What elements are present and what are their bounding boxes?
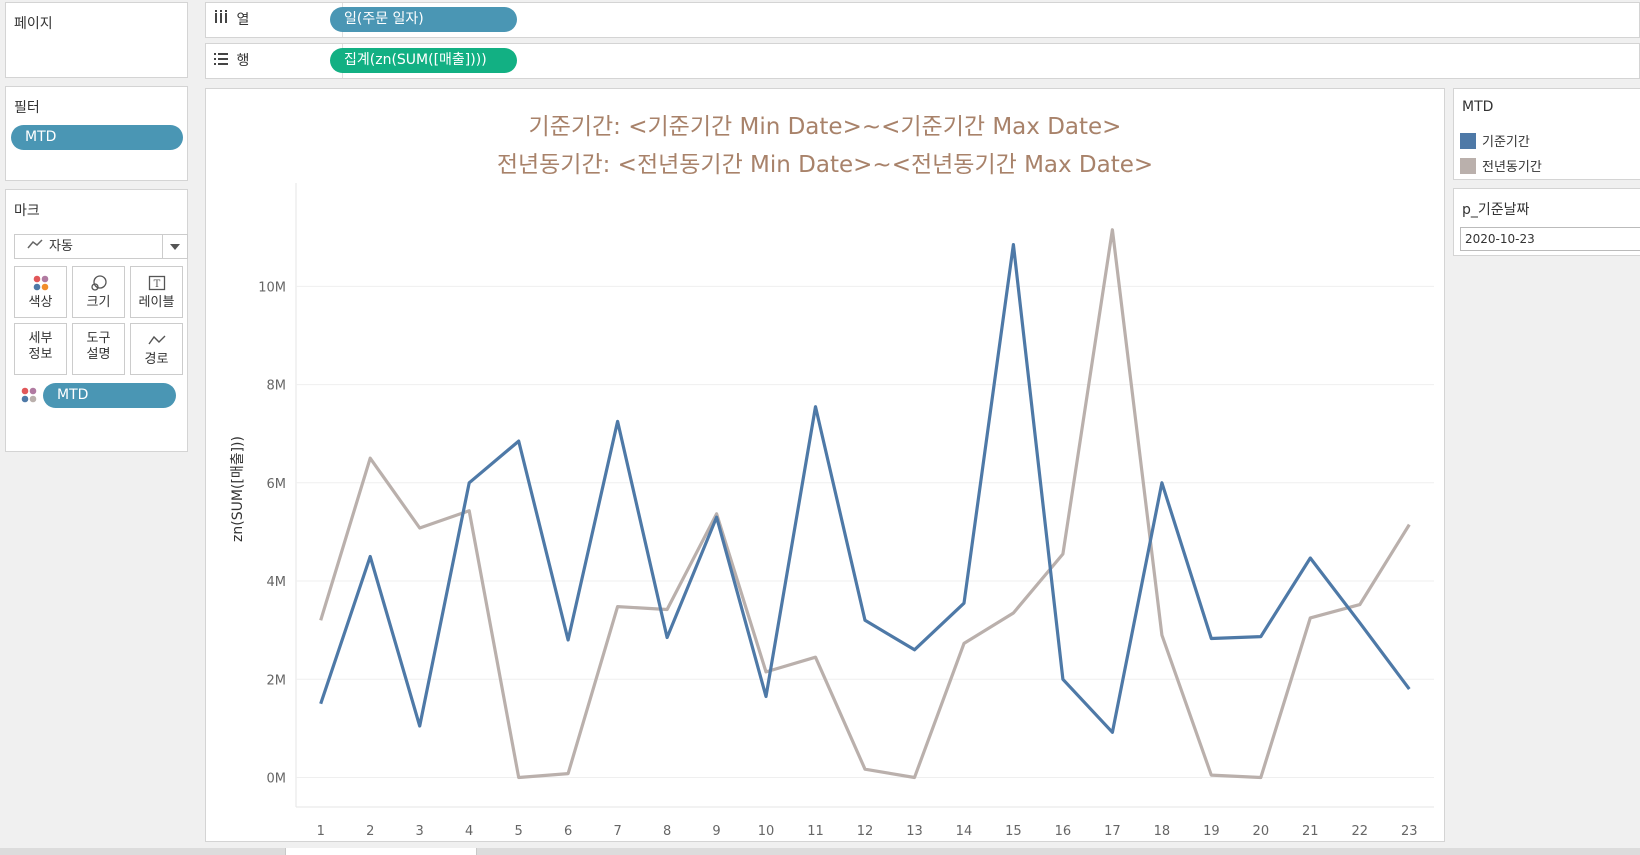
- legend-title: MTD: [1462, 99, 1494, 115]
- mark-type-label: 자동: [49, 239, 73, 254]
- y-axis-label: zn(SUM([매출])): [230, 436, 246, 542]
- legend-panel[interactable]: MTD 기준기간 전년동기간: [1453, 88, 1640, 180]
- x-tick-label: 4: [465, 824, 473, 839]
- sheet-tab-bar[interactable]: [0, 848, 1640, 855]
- x-tick-label: 8: [663, 824, 671, 839]
- x-tick-label: 1: [317, 824, 325, 839]
- x-tick-label: 20: [1253, 824, 1270, 839]
- series-line-prior[interactable]: [319, 228, 1411, 780]
- legend-label-current: 기준기간: [1482, 135, 1530, 150]
- filter-pill-mtd[interactable]: MTD: [11, 125, 183, 150]
- x-tick-label: 2: [366, 824, 374, 839]
- x-tick-label: 21: [1302, 824, 1319, 839]
- path-icon: [131, 328, 182, 352]
- sheet-tab-active[interactable]: [285, 848, 477, 855]
- x-tick-label: 7: [613, 824, 621, 839]
- label-button-label: 레이블: [138, 295, 175, 310]
- chevron-down-icon[interactable]: [162, 235, 187, 258]
- parameter-date-input[interactable]: 2020-10-23: [1460, 227, 1640, 251]
- x-tick-label: 6: [564, 824, 572, 839]
- chart-subtitle: 전년동기간: <전년동기간 Min Date>~<전년동기간 Max Date>: [496, 152, 1154, 178]
- tooltip-button-label-line2: 설명: [86, 347, 111, 362]
- size-button[interactable]: 크기: [72, 266, 125, 318]
- parameter-title: p_기준날짜: [1462, 202, 1530, 218]
- y-tick-label: 10M: [258, 280, 286, 295]
- y-tick-label: 2M: [267, 673, 287, 688]
- marks-panel-title: 마크: [14, 203, 40, 219]
- x-tick-label: 13: [906, 824, 923, 839]
- size-circles-icon: [73, 271, 124, 295]
- x-tick-label: 9: [712, 824, 720, 839]
- tooltip-button[interactable]: 도구 설명: [72, 323, 125, 375]
- columns-shelf-label-area: 열: [214, 3, 343, 37]
- parameter-panel[interactable]: p_기준날짜 2020-10-23: [1453, 188, 1640, 256]
- rows-icon: [214, 44, 232, 78]
- columns-shelf-label: 열: [236, 12, 250, 28]
- x-tick-label: 22: [1352, 824, 1369, 839]
- detail-button-label-line2: 정보: [28, 347, 53, 362]
- pages-panel[interactable]: 페이지: [5, 2, 188, 78]
- x-tick-label: 14: [956, 824, 973, 839]
- y-tick-label: 4M: [267, 575, 287, 590]
- x-tick-label: 10: [758, 824, 775, 839]
- x-tick-label: 16: [1055, 824, 1072, 839]
- rows-pill[interactable]: 집계(zn(SUM([매출]))): [330, 48, 517, 73]
- label-t-icon: T: [131, 271, 182, 295]
- rows-shelf-label: 행: [236, 53, 250, 69]
- tooltip-button-label-line1: 도구: [86, 331, 111, 346]
- series-line-current[interactable]: [319, 243, 1411, 734]
- label-button[interactable]: T 레이블: [130, 266, 183, 318]
- x-tick-label: 23: [1401, 824, 1418, 839]
- legend-swatch-prior: [1460, 158, 1476, 174]
- rows-shelf[interactable]: 행 집계(zn(SUM([매출]))): [205, 43, 1640, 79]
- chart-panel[interactable]: 기준기간: <기준기간 Min Date>~<기준기간 Max Date> 전년…: [205, 88, 1445, 842]
- legend-item-prior[interactable]: 전년동기간: [1460, 156, 1542, 175]
- legend-label-prior: 전년동기간: [1482, 160, 1542, 175]
- legend-swatch-current: [1460, 133, 1476, 149]
- x-tick-label: 12: [857, 824, 874, 839]
- y-tick-label: 8M: [267, 379, 287, 394]
- y-tick-label: 0M: [267, 772, 287, 787]
- x-tick-label: 11: [807, 824, 824, 839]
- x-tick-label: 18: [1154, 824, 1171, 839]
- path-button[interactable]: 경로: [130, 323, 183, 375]
- color-pill-mtd[interactable]: MTD: [43, 383, 176, 408]
- chart-title: 기준기간: <기준기간 Min Date>~<기준기간 Max Date>: [528, 114, 1122, 140]
- x-tick-label: 17: [1104, 824, 1121, 839]
- detail-button-label-line1: 세부: [28, 331, 53, 346]
- marks-panel[interactable]: 마크 자동 색상 크기 T 레이블 세부 정보 도구 설명: [5, 189, 188, 452]
- columns-pill[interactable]: 일(주문 일자): [330, 7, 517, 32]
- rows-shelf-label-area: 행: [214, 44, 343, 78]
- x-tick-label: 5: [515, 824, 523, 839]
- columns-shelf[interactable]: 열 일(주문 일자): [205, 2, 1640, 38]
- svg-text:T: T: [153, 279, 160, 290]
- x-tick-label: 19: [1203, 824, 1220, 839]
- tooltip-button-label-wrap: 도구 설명: [73, 324, 124, 363]
- columns-icon: [214, 3, 232, 37]
- x-tick-label: 3: [416, 824, 424, 839]
- filters-panel-title: 필터: [14, 100, 40, 116]
- pages-panel-title: 페이지: [14, 16, 53, 32]
- size-button-label: 크기: [86, 295, 111, 310]
- filters-panel[interactable]: 필터 MTD: [5, 86, 188, 181]
- color-button-label: 색상: [28, 295, 53, 310]
- mark-type-dropdown[interactable]: 자동: [14, 234, 188, 259]
- path-button-label: 경로: [144, 352, 169, 367]
- color-button[interactable]: 색상: [14, 266, 67, 318]
- line-mark-icon: [27, 235, 43, 258]
- color-dots-icon: [20, 387, 38, 407]
- y-tick-label: 6M: [267, 477, 287, 492]
- legend-item-current[interactable]: 기준기간: [1460, 131, 1530, 150]
- detail-button[interactable]: 세부 정보: [14, 323, 67, 375]
- detail-button-label-wrap: 세부 정보: [15, 324, 66, 363]
- x-tick-label: 15: [1005, 824, 1022, 839]
- color-dots-icon: [15, 271, 66, 295]
